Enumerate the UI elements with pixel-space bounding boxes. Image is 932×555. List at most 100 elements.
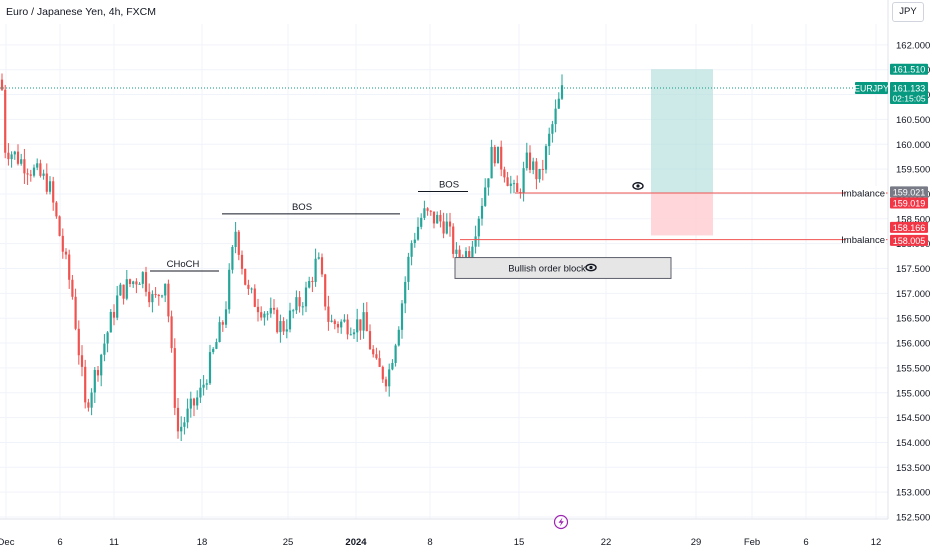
candle-body xyxy=(509,183,512,186)
candle-body xyxy=(141,272,144,284)
candle-body xyxy=(10,154,13,160)
candle-body xyxy=(391,362,394,370)
candle-body xyxy=(500,146,503,170)
candle-body xyxy=(13,151,16,155)
candle-body xyxy=(304,287,308,307)
candle-body xyxy=(496,146,500,164)
y-tick-label: 154.500 xyxy=(896,413,930,424)
x-tick-label: 15 xyxy=(514,537,525,548)
candle-body xyxy=(228,269,231,310)
symbol-tag-text: EURJPY xyxy=(854,83,889,93)
candle-body xyxy=(288,310,292,330)
candle-body xyxy=(490,146,493,179)
y-tick-label: 154.000 xyxy=(896,438,930,449)
candle-body xyxy=(420,217,423,227)
candle-body xyxy=(148,291,151,303)
candle-body xyxy=(400,303,404,330)
candle-body xyxy=(340,321,343,328)
choch-label: CHoCH xyxy=(167,259,200,270)
candle-body xyxy=(375,354,378,359)
candle-body xyxy=(352,332,356,335)
candle-body xyxy=(167,283,170,317)
candle-body xyxy=(263,313,266,318)
candle-body xyxy=(196,397,199,406)
candle-body xyxy=(269,307,272,314)
price-tag-text: 161.510 xyxy=(893,65,926,75)
candle-body xyxy=(186,408,189,423)
candle-body xyxy=(413,239,416,244)
candle-body xyxy=(333,320,336,325)
candle-body xyxy=(173,348,176,408)
candle-body xyxy=(80,355,84,367)
candle-body xyxy=(541,168,544,170)
last-price-tag xyxy=(890,81,928,104)
candle-body xyxy=(343,319,346,322)
candle-body xyxy=(336,324,340,328)
candle-body xyxy=(493,146,496,164)
last-price-text: 161.133 xyxy=(893,83,926,93)
stop-zone[interactable] xyxy=(651,192,713,236)
price-tag xyxy=(890,234,928,246)
y-tick-label: 158.500 xyxy=(896,214,930,225)
candle-body xyxy=(160,295,164,297)
symbol-tag xyxy=(855,81,888,94)
imbalance-label: Imbalance xyxy=(841,188,885,199)
candle-body xyxy=(74,296,77,329)
order-block-box[interactable] xyxy=(454,257,672,279)
price-tag xyxy=(890,197,928,209)
order-block-label: Bullish order block xyxy=(508,264,586,275)
candle-body xyxy=(532,161,535,170)
candle-body xyxy=(71,279,74,297)
candle-body xyxy=(394,345,397,363)
candle-body xyxy=(32,167,36,176)
candle-body xyxy=(250,288,253,290)
candle-body xyxy=(151,294,154,303)
candle-body xyxy=(132,281,135,285)
candle-body xyxy=(7,152,10,160)
candle-body xyxy=(4,89,7,153)
candle-body xyxy=(554,108,557,125)
candle-body xyxy=(407,256,410,282)
candle-body xyxy=(192,398,196,406)
candle-body xyxy=(317,257,320,259)
eye-icon[interactable] xyxy=(632,182,644,190)
x-tick-label: 8 xyxy=(427,537,432,548)
lightning-icon[interactable] xyxy=(553,514,569,530)
candle-body xyxy=(64,251,68,255)
candle-body xyxy=(125,279,128,299)
price-tag-text: 158.166 xyxy=(893,223,926,233)
candle-body xyxy=(23,159,26,174)
candle-body xyxy=(535,161,538,180)
candle-body xyxy=(365,312,368,332)
x-tick-label: 11 xyxy=(109,537,119,548)
x-tick-label: 6 xyxy=(803,537,808,548)
target-zone[interactable] xyxy=(651,69,713,193)
candle-body xyxy=(301,306,304,308)
candle-body xyxy=(359,319,362,331)
currency-button[interactable]: JPY xyxy=(892,2,924,22)
candle-body xyxy=(215,342,218,349)
candle-body xyxy=(157,294,160,297)
candle-body xyxy=(311,280,314,282)
eye-icon[interactable] xyxy=(585,263,597,272)
candle-body xyxy=(445,221,448,234)
candle-body xyxy=(109,311,112,333)
candle-body xyxy=(234,231,237,247)
candle-body xyxy=(20,159,23,164)
candle-body xyxy=(506,177,509,186)
y-tick-label: 155.500 xyxy=(896,363,930,374)
candle-body xyxy=(224,309,228,325)
candle-body xyxy=(516,183,519,192)
y-tick-label: 157.500 xyxy=(896,264,930,275)
y-tick-label: 160.500 xyxy=(896,115,930,126)
y-tick-label: 160.000 xyxy=(896,140,930,151)
candle-body xyxy=(266,313,269,315)
candle-body xyxy=(320,257,324,275)
candle-body xyxy=(349,334,352,336)
candle-body xyxy=(362,312,365,331)
candle-body xyxy=(285,329,288,332)
candle-body xyxy=(170,316,173,349)
candle-body xyxy=(522,168,525,194)
